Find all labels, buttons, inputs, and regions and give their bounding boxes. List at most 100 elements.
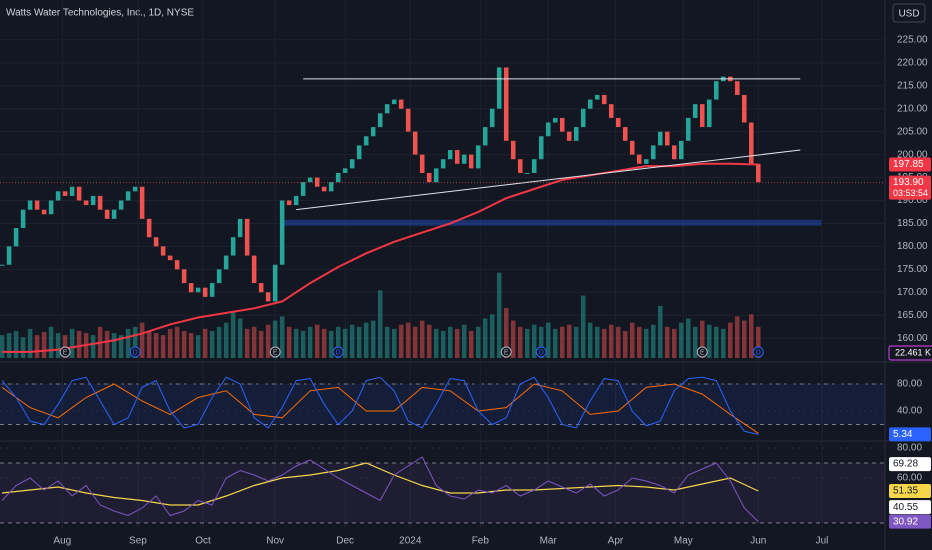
- volume-bar: [573, 326, 579, 358]
- event-label: D: [133, 349, 138, 356]
- volume-bar: [720, 328, 726, 358]
- volume-bar: [405, 322, 411, 358]
- candle: [650, 145, 656, 160]
- candle: [104, 209, 110, 219]
- y-tick-label: 205.00: [897, 126, 928, 137]
- volume-bar: [216, 326, 222, 358]
- candle: [216, 269, 222, 284]
- candle: [580, 108, 586, 128]
- candle: [713, 81, 719, 100]
- candle: [566, 131, 572, 141]
- y-tick-label: 80.00: [897, 443, 922, 454]
- candle: [391, 99, 397, 105]
- event-marker: [59, 346, 71, 358]
- candle: [251, 255, 257, 284]
- volume-bar: [370, 320, 376, 358]
- candle: [209, 283, 215, 297]
- volume-bar: [615, 326, 621, 358]
- volume-label-box: [888, 345, 932, 361]
- volume-bar: [314, 324, 320, 358]
- y-tick-label: 210.00: [897, 103, 928, 114]
- candle: [321, 186, 327, 192]
- y-tick-label: 175.00: [897, 264, 928, 275]
- candle: [244, 218, 250, 256]
- candle: [685, 117, 691, 141]
- support-zone: [282, 219, 822, 226]
- volume-bar: [90, 335, 96, 358]
- candle: [643, 159, 649, 164]
- candle: [328, 182, 334, 192]
- volume-bar: [153, 333, 159, 358]
- currency[interactable]: USD: [898, 9, 919, 20]
- volume-bar: [419, 320, 425, 358]
- candle: [314, 177, 320, 187]
- volume-bar: [398, 324, 404, 358]
- x-tick-label: Jun: [750, 536, 766, 547]
- volume-bar: [629, 322, 635, 358]
- candle: [258, 283, 264, 293]
- candle: [111, 209, 117, 219]
- candle: [447, 150, 453, 160]
- volume-bar: [657, 306, 663, 358]
- candle: [356, 145, 362, 160]
- candle: [349, 159, 355, 169]
- rsi-level-label: 69.28: [893, 459, 918, 470]
- rsi-label-box: [889, 514, 931, 529]
- volume-bar: [0, 335, 5, 358]
- candle: [426, 172, 432, 183]
- rsi-ma-label: 51.35: [893, 486, 918, 497]
- candle: [510, 140, 516, 160]
- candle: [69, 186, 75, 196]
- volume-bar: [650, 324, 656, 358]
- x-tick-label: Jul: [816, 536, 829, 547]
- event-label: D: [539, 349, 544, 356]
- moving-average: [2, 162, 759, 353]
- candle: [419, 154, 425, 173]
- volume-bar: [181, 330, 187, 358]
- candle: [755, 163, 761, 183]
- volume-bar: [468, 330, 474, 358]
- candle: [594, 94, 600, 100]
- candle: [34, 200, 40, 210]
- candle: [146, 218, 152, 238]
- volume-bar: [174, 326, 180, 358]
- candle: [13, 228, 19, 247]
- candle: [734, 81, 740, 95]
- event-label: E: [63, 349, 68, 356]
- volume-bar: [188, 333, 194, 358]
- candle: [363, 136, 369, 146]
- candle: [552, 117, 558, 123]
- volume-bar: [279, 316, 285, 358]
- volume-bar: [76, 330, 82, 358]
- y-tick-label: 190.00: [897, 195, 928, 206]
- candle: [307, 177, 313, 183]
- candle: [468, 154, 474, 169]
- candle: [279, 200, 285, 265]
- volume-bar: [748, 314, 754, 358]
- volume-bar: [160, 335, 166, 358]
- volume-bar: [34, 335, 40, 358]
- volume-bar: [202, 328, 208, 358]
- volume-bar: [321, 328, 327, 358]
- candle: [433, 168, 439, 183]
- candle: [195, 287, 201, 293]
- x-tick-label: Mar: [540, 536, 558, 547]
- candle: [237, 218, 243, 238]
- volume-bar: [671, 328, 677, 358]
- volume-bar: [440, 330, 446, 358]
- candle: [482, 127, 488, 146]
- candle: [664, 131, 670, 146]
- rsi-level-label-box: [889, 457, 931, 472]
- candle: [97, 195, 103, 210]
- event-label: D: [336, 349, 341, 356]
- volume-bar: [342, 328, 348, 358]
- candle: [384, 104, 390, 114]
- y-tick-label: 80.00: [897, 379, 922, 390]
- volume-bar: [692, 326, 698, 358]
- event-marker: [535, 346, 547, 358]
- candle: [475, 145, 481, 169]
- volume-bar: [293, 328, 299, 358]
- currency-button[interactable]: [892, 3, 926, 23]
- candle: [559, 117, 565, 132]
- volume-bar: [636, 326, 642, 358]
